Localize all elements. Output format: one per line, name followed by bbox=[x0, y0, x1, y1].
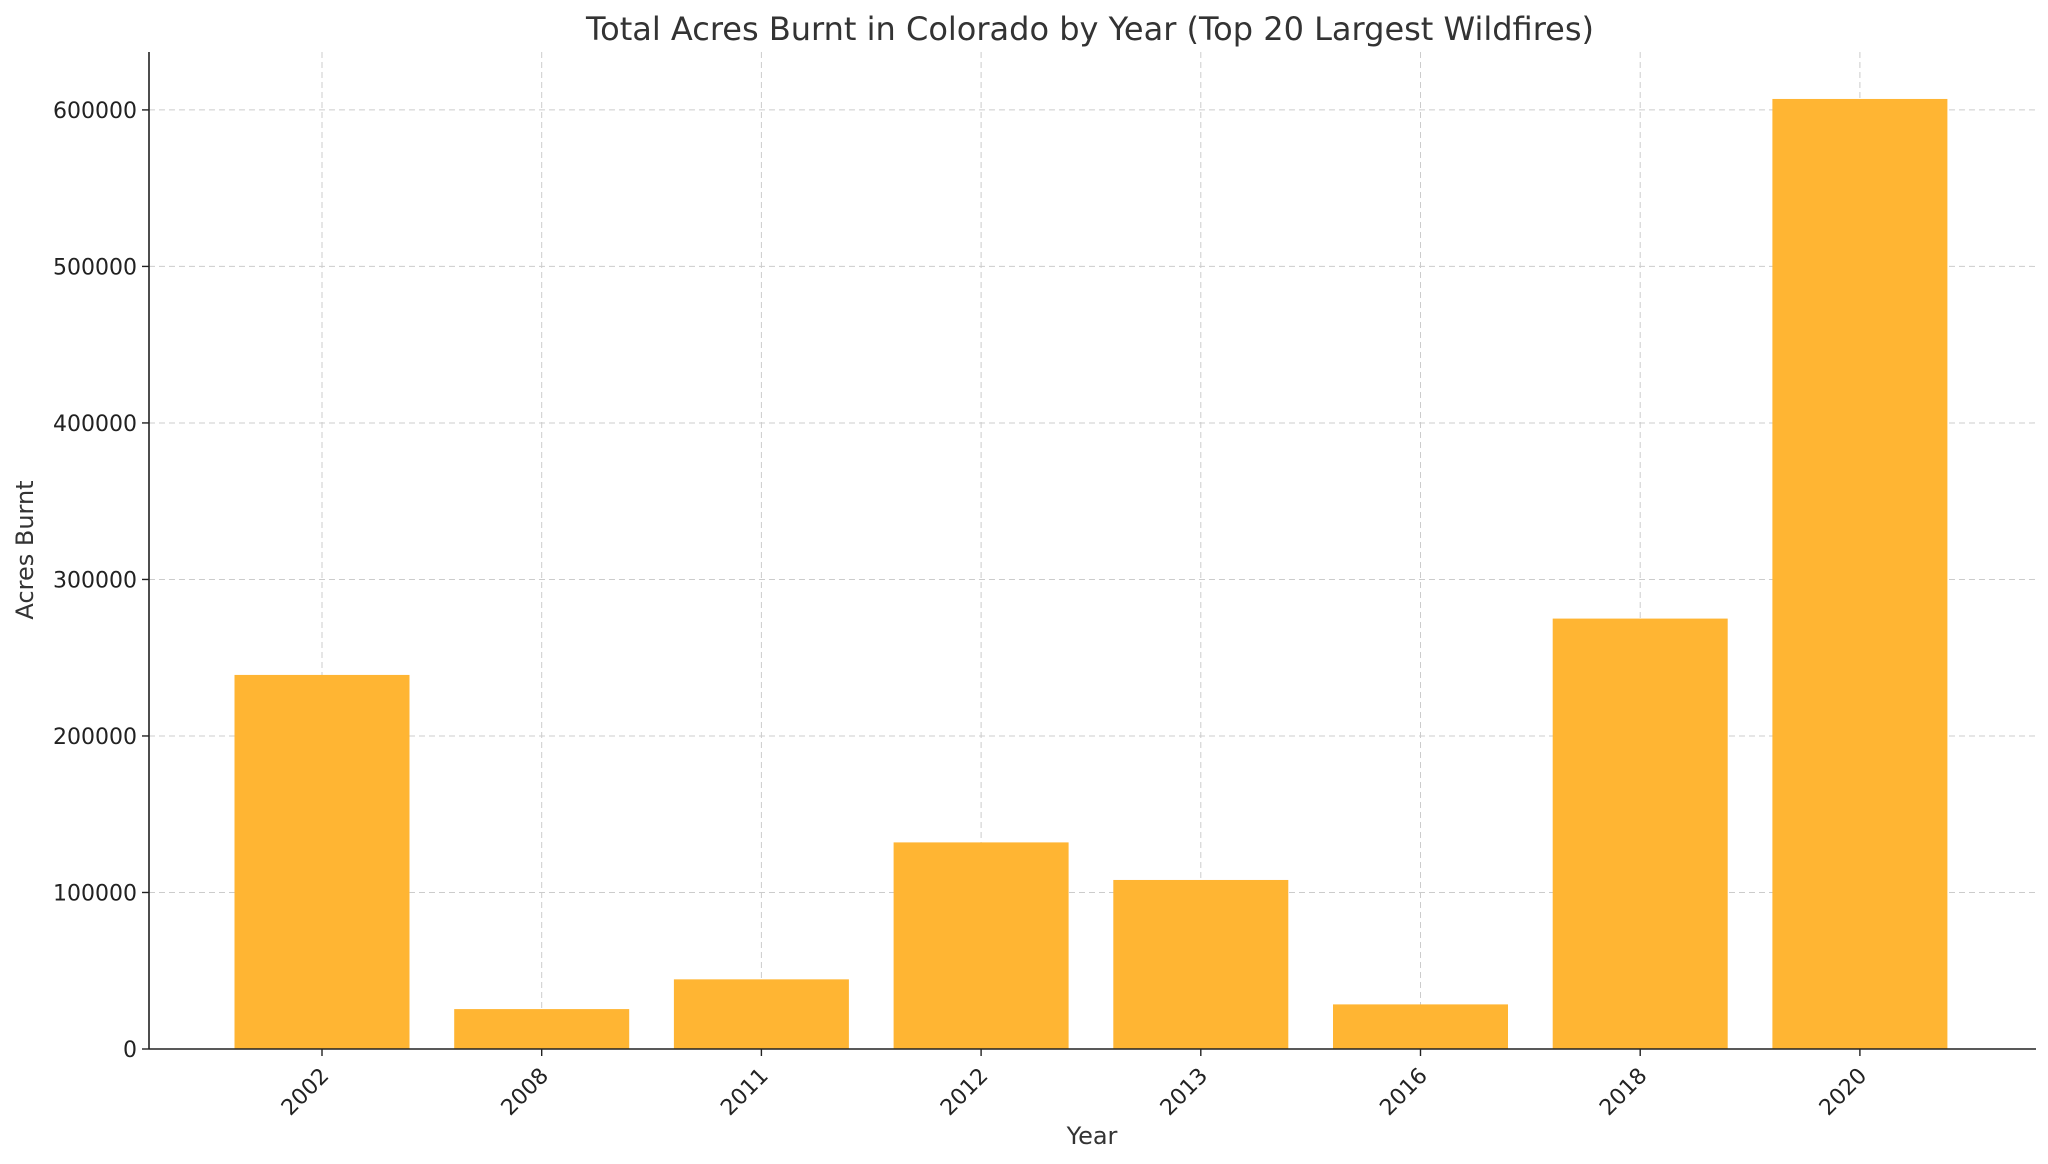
x-tick-label: 2020 bbox=[1815, 1064, 1872, 1121]
axes bbox=[148, 52, 2036, 1050]
bar-2002 bbox=[234, 674, 410, 1049]
grid-lines bbox=[149, 52, 2036, 1050]
y-axis-label: Acres Burnt bbox=[11, 480, 39, 619]
bars bbox=[234, 98, 1948, 1050]
y-tick-label: 500000 bbox=[53, 255, 137, 280]
y-tick-label: 300000 bbox=[53, 568, 137, 593]
bar-2012 bbox=[893, 842, 1069, 1049]
x-tick-label: 2011 bbox=[716, 1064, 773, 1121]
y-tick-label: 200000 bbox=[53, 725, 137, 750]
y-tick-label: 100000 bbox=[53, 881, 137, 906]
x-tick-label: 2018 bbox=[1595, 1064, 1652, 1121]
x-tick-label: 2016 bbox=[1375, 1064, 1432, 1121]
y-tick-label: 400000 bbox=[53, 412, 137, 437]
y-tick-label: 600000 bbox=[53, 99, 137, 124]
x-tick-label: 2013 bbox=[1156, 1064, 1213, 1121]
x-tick-label: 2012 bbox=[936, 1064, 993, 1121]
y-axis-ticks: 0 100000 200000 300000 400000 500000 600000 bbox=[53, 99, 149, 1063]
bar-2013 bbox=[1113, 879, 1289, 1049]
x-axis-label: Year bbox=[1066, 1122, 1118, 1150]
x-tick-label: 2002 bbox=[277, 1064, 334, 1121]
bar-2020 bbox=[1772, 98, 1948, 1050]
y-tick-label: 0 bbox=[123, 1038, 137, 1063]
bar-2016 bbox=[1333, 1004, 1508, 1049]
x-tick-label: 2008 bbox=[497, 1064, 554, 1121]
bar-2008 bbox=[454, 1009, 630, 1049]
x-axis-ticks: 2002 2008 2011 2012 2013 2016 2018 2020 bbox=[277, 1049, 1872, 1121]
chart-title: Total Acres Burnt in Colorado by Year (T… bbox=[585, 10, 1594, 48]
bar-2011 bbox=[673, 979, 849, 1049]
bar-2018 bbox=[1552, 618, 1728, 1049]
